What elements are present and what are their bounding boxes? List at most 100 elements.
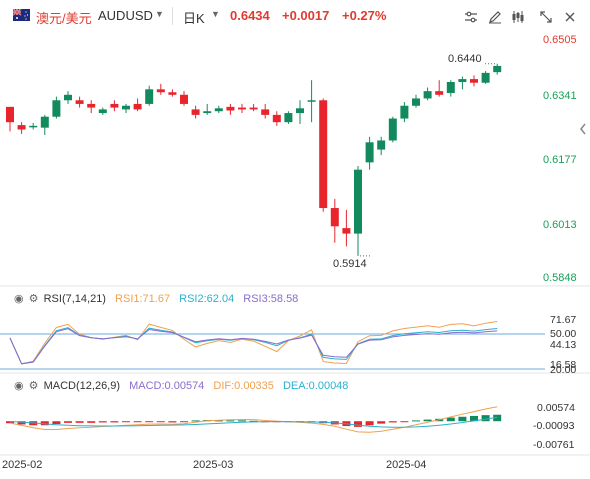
- expand-icon: [540, 11, 552, 23]
- macd-bar: [17, 421, 26, 425]
- macd-bar: [470, 415, 478, 422]
- candle-body: [319, 100, 328, 209]
- candle-body: [29, 125, 38, 128]
- close-icon: [565, 12, 575, 22]
- macd-bar: [446, 417, 455, 422]
- pair-code[interactable]: AUDUSD: [98, 8, 153, 23]
- macd-bar: [145, 421, 154, 423]
- macd-bar: [180, 421, 188, 423]
- macd-title[interactable]: MACD(12,26,9): [43, 380, 121, 392]
- macd-bar: [493, 414, 502, 422]
- macd-bar: [377, 421, 386, 424]
- candle-body: [122, 105, 130, 110]
- dif-line: [9, 406, 498, 433]
- price-axis-label: 0.5848: [543, 272, 577, 284]
- price-axis-label: 0.6505: [543, 34, 577, 46]
- candle-body: [446, 82, 455, 93]
- candle-body: [272, 114, 281, 123]
- pair-dropdown-caret-icon[interactable]: ▼: [155, 9, 164, 19]
- macd-bar: [481, 415, 490, 422]
- chart-type-button[interactable]: [509, 8, 527, 26]
- chevron-left-icon: [580, 123, 586, 135]
- candle-body: [365, 142, 374, 163]
- price-candles: [6, 63, 502, 257]
- candle-body: [191, 109, 200, 115]
- candle-body: [284, 113, 293, 123]
- candle-body: [214, 108, 223, 112]
- macd-bar: [226, 420, 235, 422]
- timeframe-dropdown-caret-icon[interactable]: ▼: [211, 9, 220, 19]
- macd-bar: [133, 421, 142, 423]
- rsi-header: ◉ ⚙ RSI(7,14,21) RSI1:71.67 RSI2:62.04 R…: [14, 292, 298, 305]
- rsi-line: [9, 327, 498, 365]
- price-axis-label: 0.6341: [543, 90, 577, 102]
- rsi3-value: RSI3:58.58: [243, 293, 299, 305]
- indicator-settings-button[interactable]: [462, 8, 480, 26]
- price-axis-label: 0.6177: [543, 154, 577, 166]
- rsi-axis-label: 16.58: [550, 359, 577, 371]
- candle-body: [458, 79, 467, 83]
- macd-bar: [75, 421, 84, 423]
- macd-bar: [365, 421, 374, 426]
- macd-bar: [64, 421, 72, 423]
- close-button[interactable]: [561, 8, 579, 26]
- current-price: 0.6434: [230, 8, 270, 23]
- gear-icon[interactable]: ⚙: [28, 293, 39, 305]
- candlestick-icon: [512, 11, 524, 23]
- candle-body: [98, 109, 107, 114]
- macd-bar: [354, 421, 362, 427]
- candle-body: [75, 100, 84, 104]
- x-axis-label: 2025-02: [2, 459, 43, 471]
- fullscreen-button[interactable]: [537, 8, 555, 26]
- rsi-title[interactable]: RSI(7,14,21): [43, 293, 106, 305]
- candle-body: [52, 100, 61, 117]
- dif-value: DIF:0.00335: [213, 380, 274, 392]
- macd-bar: [122, 421, 130, 423]
- macd-bar: [191, 420, 200, 422]
- price-axis-label: 0.6013: [543, 219, 577, 231]
- macd-bar: [423, 419, 432, 422]
- candle-body: [238, 107, 246, 110]
- candle-body: [377, 140, 386, 150]
- candle-body: [330, 208, 339, 227]
- gear-icon[interactable]: ⚙: [28, 380, 39, 392]
- eye-icon[interactable]: ◉: [14, 293, 24, 305]
- candle-body: [64, 94, 72, 101]
- candle-body: [40, 116, 49, 128]
- candle-body: [249, 107, 258, 110]
- candle-body: [388, 118, 397, 141]
- sliders-icon: [465, 11, 477, 23]
- candle-body: [307, 100, 316, 102]
- candle-body: [423, 91, 432, 99]
- draw-tool-button[interactable]: [486, 8, 504, 26]
- pencil-icon: [489, 11, 501, 24]
- candle-body: [412, 98, 420, 106]
- eye-icon[interactable]: ◉: [14, 380, 24, 392]
- collapse-panel-button[interactable]: [576, 118, 590, 140]
- macd-bar: [388, 421, 397, 423]
- candle-body: [145, 89, 154, 104]
- candle-body: [17, 125, 26, 130]
- candle-body: [470, 79, 478, 83]
- australia-flag-icon: [13, 9, 30, 21]
- rsi1-value: RSI1:71.67: [115, 293, 171, 305]
- candle-body: [296, 108, 304, 114]
- rsi-axis-label: 44.13: [550, 339, 577, 351]
- timeframe-selector[interactable]: 日K: [183, 11, 205, 26]
- macd-bar: [110, 421, 119, 423]
- candle-body: [133, 103, 142, 110]
- dea-line: [9, 416, 498, 428]
- rsi-line: [9, 321, 498, 365]
- dea-value: DEA:0.00048: [282, 380, 349, 392]
- macd-bar: [6, 421, 14, 424]
- macd-bar: [400, 421, 409, 423]
- pair-name-cn[interactable]: 澳元/美元: [36, 11, 92, 26]
- candle-body: [493, 65, 502, 73]
- divider: [172, 7, 173, 25]
- macd-value: MACD:0.00574: [129, 380, 205, 392]
- rsi-line: [9, 328, 498, 365]
- candle-body: [168, 92, 177, 95]
- price-change-percent: +0.27%: [342, 8, 387, 23]
